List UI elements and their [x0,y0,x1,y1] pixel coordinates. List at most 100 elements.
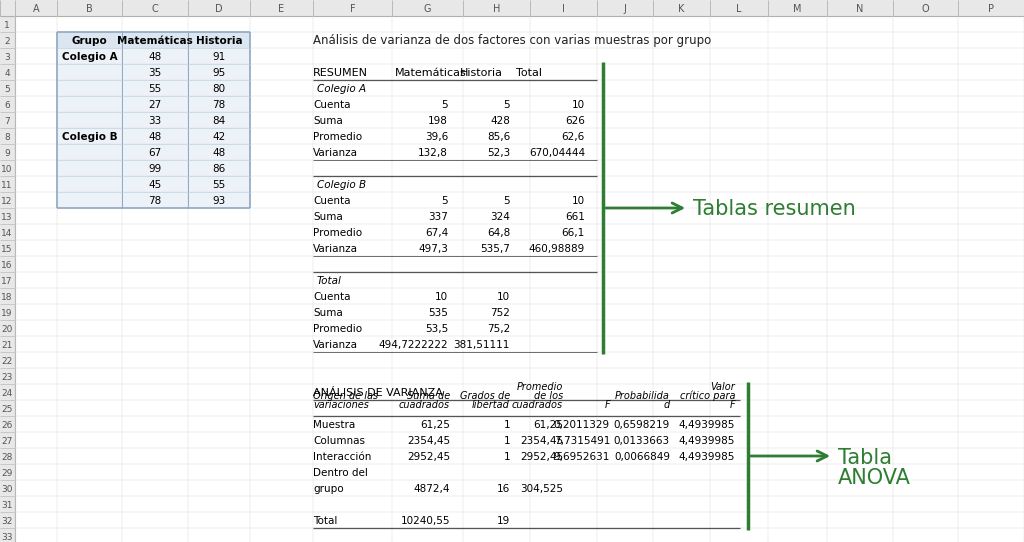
Text: 19: 19 [497,516,510,526]
Text: Colegio B: Colegio B [317,180,367,190]
Text: 53,5: 53,5 [425,324,449,334]
Text: Total: Total [516,68,542,78]
Text: 33: 33 [1,533,12,542]
Text: Suma: Suma [313,116,343,126]
Text: Promedio: Promedio [313,228,362,238]
Text: Muestra: Muestra [313,420,355,430]
Text: 33: 33 [148,116,162,126]
Text: 91: 91 [212,52,225,62]
Text: 62,6: 62,6 [562,132,585,142]
Text: Varianza: Varianza [313,244,358,254]
Text: Total: Total [317,276,342,286]
Text: 5: 5 [504,100,510,110]
Text: 16: 16 [1,261,12,270]
Text: F: F [349,4,355,14]
Text: 626: 626 [565,116,585,126]
Bar [57,176,250,192]
Text: variaciones: variaciones [313,400,369,410]
Text: 19: 19 [1,309,12,318]
Text: 30: 30 [1,485,12,494]
Text: A: A [33,4,39,14]
Text: Suma de: Suma de [407,391,450,401]
Text: 2952,45: 2952,45 [520,452,563,462]
Text: Suma: Suma [313,212,343,222]
Text: 29: 29 [1,469,12,478]
Text: 61,25: 61,25 [420,420,450,430]
Text: 45: 45 [148,180,162,190]
Text: 20: 20 [1,325,12,334]
Text: 1: 1 [504,420,510,430]
Text: Valor: Valor [711,382,735,392]
Text: libertad: libertad [472,400,510,410]
Text: 26: 26 [1,421,12,430]
Bar [57,112,250,128]
Text: 15: 15 [1,245,12,254]
Text: N: N [856,4,863,14]
Text: 324: 324 [490,212,510,222]
Text: M: M [794,4,802,14]
Text: Grados de: Grados de [460,391,510,401]
Text: crítico para: crítico para [680,390,735,401]
Text: Historia: Historia [196,36,243,46]
Text: 14: 14 [1,229,12,238]
Text: 10: 10 [571,100,585,110]
Text: 4: 4 [4,69,10,78]
Text: F: F [729,400,735,410]
Text: 460,98889: 460,98889 [528,244,585,254]
Text: Colegio A: Colegio A [317,84,367,94]
Text: 78: 78 [148,196,162,206]
Text: 28: 28 [1,453,12,462]
Text: 1: 1 [4,21,10,30]
Text: 7,7315491: 7,7315491 [554,436,610,446]
Text: 0,6598219: 0,6598219 [613,420,670,430]
Text: 67: 67 [148,148,162,158]
Text: 93: 93 [212,196,225,206]
Text: 8: 8 [4,133,10,142]
Text: 4,4939985: 4,4939985 [679,436,735,446]
Text: 23: 23 [1,373,12,382]
Text: cuadrados: cuadrados [399,400,450,410]
Bar [57,96,250,112]
Text: Tabla: Tabla [838,448,892,468]
Text: d: d [664,400,670,410]
Text: Cuenta: Cuenta [313,196,350,206]
Text: 80: 80 [212,84,225,94]
Text: 5: 5 [441,100,449,110]
Text: 4,4939985: 4,4939985 [679,452,735,462]
Text: 84: 84 [212,116,225,126]
Text: 198: 198 [428,116,449,126]
Text: 6: 6 [4,101,10,110]
Text: E: E [279,4,285,14]
Text: 48: 48 [148,132,162,142]
Text: Promedio: Promedio [517,382,563,392]
Text: 9: 9 [4,149,10,158]
Text: 535: 535 [428,308,449,318]
Text: Matemáticas: Matemáticas [395,68,467,78]
Text: C: C [152,4,159,14]
Text: 67,4: 67,4 [425,228,449,238]
Text: 661: 661 [565,212,585,222]
Text: 2354,45: 2354,45 [520,436,563,446]
Text: P: P [988,4,994,14]
Text: 13: 13 [1,213,12,222]
Text: I: I [562,4,565,14]
Text: Suma: Suma [313,308,343,318]
Text: Varianza: Varianza [313,340,358,350]
Text: Promedio: Promedio [313,132,362,142]
Text: 2: 2 [4,37,10,46]
Text: 61,25: 61,25 [534,420,563,430]
Text: 5: 5 [504,196,510,206]
Text: Origen de las: Origen de las [313,391,378,401]
Text: 497,3: 497,3 [418,244,449,254]
Text: 0,0133663: 0,0133663 [613,436,670,446]
Bar [0,0,1024,16]
Text: 494,7222222: 494,7222222 [379,340,449,350]
Text: 95: 95 [212,68,225,78]
Text: RESUMEN: RESUMEN [313,68,368,78]
Text: H: H [493,4,500,14]
Text: 48: 48 [212,148,225,158]
Text: 10: 10 [1,165,12,174]
Text: 670,04444: 670,04444 [528,148,585,158]
Text: cuadrados: cuadrados [512,400,563,410]
Text: Cuenta: Cuenta [313,292,350,302]
